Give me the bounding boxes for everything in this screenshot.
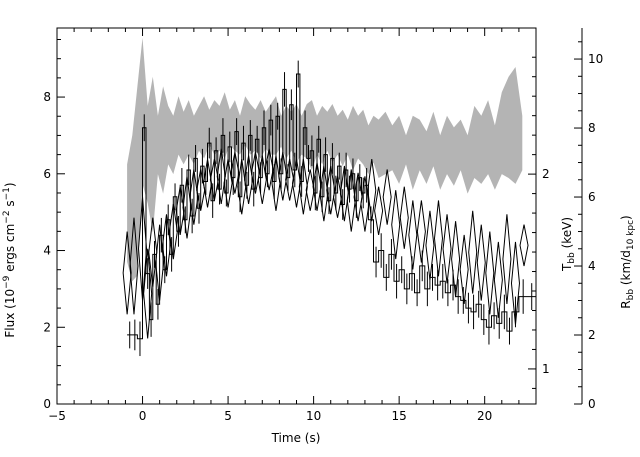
radius-diamond	[451, 221, 461, 298]
x-tick-label: 20	[477, 409, 492, 423]
radius-diamond	[209, 158, 219, 201]
radius-tick-label: 0	[588, 397, 596, 411]
radius-tick-label: 10	[588, 52, 603, 66]
radius-diamond	[374, 186, 384, 236]
x-tick-label: 5	[224, 409, 232, 423]
radius-diamond	[333, 176, 343, 218]
radius-diamond	[367, 159, 377, 222]
radius-diamond	[264, 148, 274, 191]
radius-diamond	[257, 155, 267, 205]
radius-diamond	[250, 152, 260, 194]
x-axis-label: Time (s)	[271, 431, 321, 445]
x-tick-label: 15	[392, 409, 407, 423]
radius-diamond	[298, 159, 308, 215]
radius-diamond	[339, 165, 349, 222]
radius-diamond	[476, 224, 486, 301]
y-tick-label: 8	[43, 90, 51, 104]
radius-diamond	[203, 159, 213, 208]
radius-diamond	[399, 186, 409, 249]
temperature-tick-label: 2	[542, 167, 550, 181]
radius-diamond	[425, 210, 435, 280]
y-tick-label: 6	[43, 167, 51, 181]
radius-diamond	[285, 158, 295, 201]
radius-diamond	[442, 214, 452, 284]
x-tick-label: 10	[306, 409, 321, 423]
x-tick-label: 0	[139, 409, 147, 423]
radius-diamond	[416, 200, 426, 263]
radius-diamond	[391, 190, 401, 260]
radius-tick-label: 2	[588, 328, 596, 342]
radius-diamond	[271, 155, 281, 211]
radius-diamond	[129, 217, 139, 315]
radius-diamond	[161, 214, 171, 277]
radius-diamond	[319, 165, 329, 222]
radius-diamond	[237, 159, 247, 215]
radius-tick-label: 8	[588, 121, 596, 135]
radius-diamond	[510, 241, 520, 325]
radius-diamond	[291, 159, 302, 208]
y-tick-label: 0	[43, 397, 51, 411]
radius-diamond	[459, 234, 469, 305]
radius-diamond	[138, 196, 148, 301]
radius-diamond	[519, 224, 529, 267]
radius-diamond	[502, 214, 512, 305]
radius-diamond	[143, 248, 153, 339]
y-axis-label: Flux (10−9 ergs cm−2 s−1)	[2, 182, 17, 337]
radius-diamond	[175, 186, 185, 236]
radius-diamond	[485, 231, 495, 315]
radius-diamond	[346, 169, 356, 232]
radius-diamond	[230, 152, 240, 194]
radius-diamond	[382, 169, 392, 225]
radius-diamond	[155, 224, 165, 301]
x-tick-label: −5	[48, 409, 66, 423]
radius-diamond	[326, 165, 336, 215]
radius-diamond	[360, 176, 370, 232]
radius-diamond	[305, 169, 315, 211]
radius-tick-label: 4	[588, 259, 596, 273]
radius-diamond	[168, 203, 178, 260]
radius-axis-label: Rbb (km/d10 kpc)	[619, 215, 636, 308]
radius-diamond	[468, 210, 478, 294]
radius-diamond	[312, 162, 322, 211]
radius-diamond	[433, 200, 443, 277]
temperature-tick-label: 1	[542, 362, 550, 376]
temperature-band-layer	[127, 37, 523, 282]
radius-diamond	[278, 152, 288, 201]
radius-diamond-layer	[122, 148, 529, 339]
temperature-axis-label: Tbb (keV)	[560, 217, 577, 272]
radius-diamond	[148, 217, 158, 287]
radius-diamond	[493, 241, 503, 318]
radius-diamond	[353, 172, 363, 222]
temperature-band	[127, 37, 523, 282]
radius-diamond	[216, 148, 226, 204]
radius-diamond	[122, 231, 132, 315]
radius-diamond	[223, 159, 233, 208]
y-tick-label: 2	[43, 320, 51, 334]
y-tick-label: 4	[43, 244, 51, 258]
radius-tick-label: 6	[588, 190, 596, 204]
radius-diamond	[189, 169, 199, 225]
radius-diamond	[408, 200, 418, 270]
